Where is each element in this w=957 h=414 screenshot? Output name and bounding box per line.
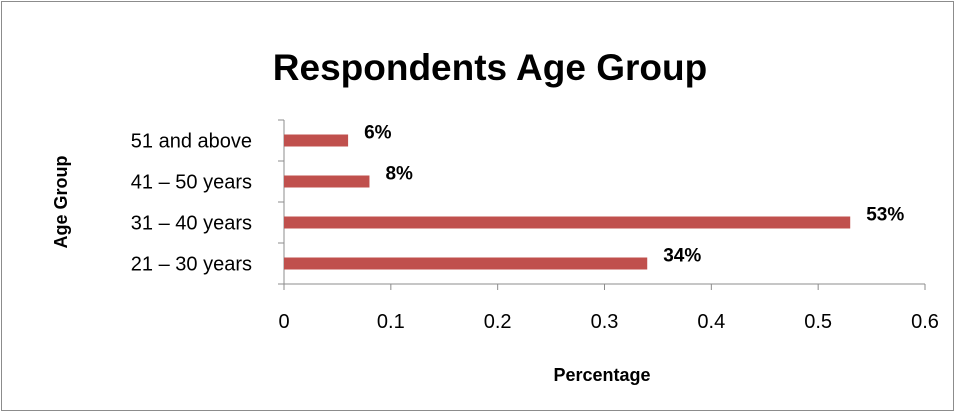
- x-tick-label: 0.5: [804, 311, 832, 333]
- y-axis-title: Age Group: [51, 155, 71, 248]
- category-label: 21 – 30 years: [131, 254, 252, 276]
- x-tick-label: 0.2: [484, 311, 512, 333]
- chart-title: Respondents Age Group: [273, 47, 707, 88]
- plot-area: 0 0.1 0.2 0.3 0.4 0.5 0.6 21 – 30 years 34% 31 – …: [131, 119, 939, 333]
- category-label: 41 – 50 years: [131, 172, 252, 194]
- data-label: 6%: [364, 123, 392, 144]
- bar: [284, 216, 851, 229]
- category-label: 51 and above: [131, 131, 252, 153]
- x-tick-label: 0.1: [377, 311, 405, 333]
- data-label: 53%: [866, 205, 904, 226]
- category-label: 31 – 40 years: [131, 213, 252, 235]
- x-tick-label: 0.6: [911, 311, 939, 333]
- bar: [284, 257, 648, 270]
- x-tick-label: 0.4: [697, 311, 725, 333]
- bar: [284, 175, 370, 188]
- x-tick-label: 0: [278, 311, 289, 333]
- bar: [284, 134, 349, 147]
- x-tick-label: 0.3: [591, 311, 619, 333]
- x-axis-title: Percentage: [553, 365, 650, 385]
- data-label: 34%: [663, 246, 701, 267]
- data-label: 8%: [385, 164, 413, 185]
